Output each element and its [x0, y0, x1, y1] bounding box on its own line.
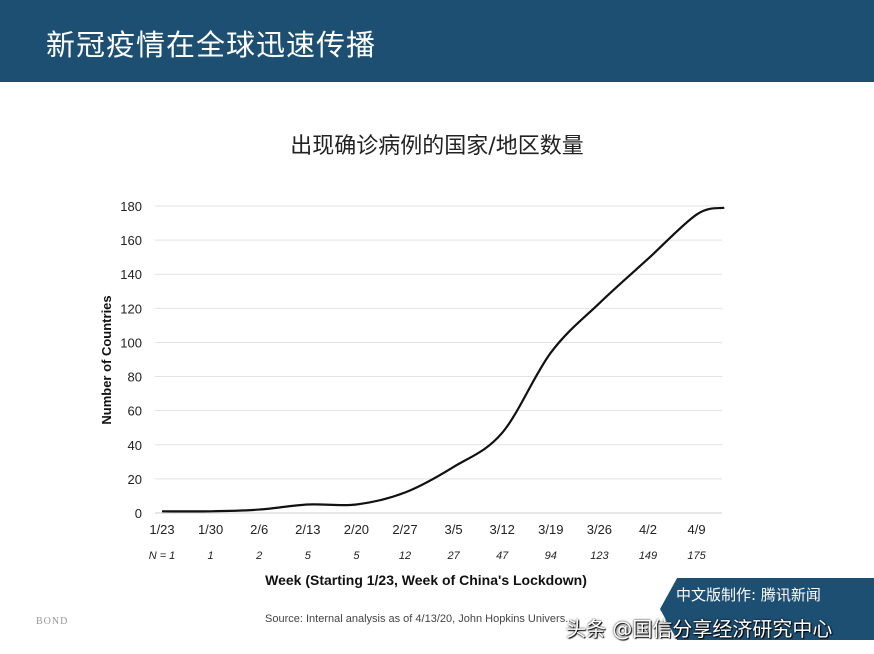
n-label: 94: [545, 550, 557, 562]
x-tick-label: 4/9: [688, 522, 706, 537]
data-line: [161, 206, 725, 513]
n-label: 123: [590, 550, 609, 562]
chart-title: 出现确诊病例的国家/地区数量: [290, 134, 584, 159]
x-tick-label: 2/13: [295, 522, 320, 537]
y-tick-label: 120: [120, 301, 142, 316]
y-tick-label: 140: [120, 267, 142, 282]
x-tick-label: 2/6: [250, 522, 268, 537]
x-tick-label: 4/2: [639, 522, 657, 537]
n-label: 149: [639, 550, 657, 562]
y-tick-label: 180: [120, 199, 142, 214]
n-label: 5: [353, 550, 360, 562]
x-tick-label: 2/27: [392, 522, 417, 537]
x-tick-label: 2/20: [344, 522, 369, 537]
header-bar: 新冠疫情在全球迅速传播: [0, 0, 874, 82]
y-tick-label: 60: [128, 404, 142, 419]
y-tick-label: 100: [120, 335, 142, 350]
x-axis-label: Week (Starting 1/23, Week of China's Loc…: [265, 572, 587, 588]
source-note: Source: Internal analysis as of 4/13/20,…: [265, 613, 575, 625]
x-tick-label: 3/12: [490, 522, 515, 537]
x-tick-label: 3/5: [445, 522, 463, 537]
n-label: 47: [496, 550, 509, 562]
y-tick-label: 80: [128, 370, 142, 385]
x-tick-label: 1/30: [198, 522, 223, 537]
n-label: 175: [687, 550, 706, 562]
n-label: N = 1: [149, 550, 176, 562]
n-label: 5: [305, 550, 312, 562]
y-axis-label: Number of Countries: [99, 295, 114, 424]
watermark-text: 头条 @国信分享经济研究中心: [566, 617, 833, 641]
credit-banner: [660, 578, 874, 640]
y-tick-label: 40: [128, 438, 142, 453]
y-tick-label: 20: [128, 472, 142, 487]
x-tick-label: 1/23: [149, 522, 174, 537]
page-title: 新冠疫情在全球迅速传播: [46, 28, 377, 62]
bond-logo: BOND: [36, 616, 69, 627]
credit-text: 中文版制作: 腾讯新闻: [676, 586, 821, 604]
n-label: 2: [255, 550, 262, 562]
n-label: 12: [399, 550, 411, 562]
x-tick-label: 3/26: [587, 522, 612, 537]
n-label: 27: [446, 550, 460, 562]
y-tick-label: 0: [135, 506, 142, 521]
x-tick-label: 3/19: [538, 522, 563, 537]
y-tick-label: 160: [120, 233, 142, 248]
n-label: 1: [208, 550, 214, 562]
